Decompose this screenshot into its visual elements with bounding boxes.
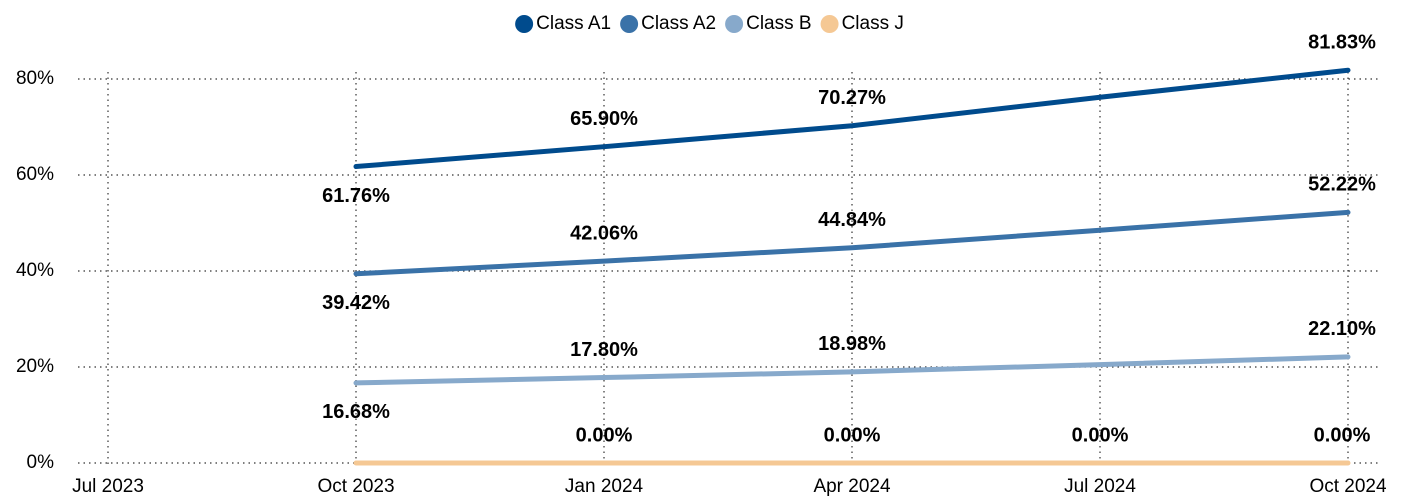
data-label: 0.00% — [1314, 424, 1371, 446]
data-label: 42.06% — [570, 222, 638, 244]
x-tick-label: Jan 2024 — [565, 476, 644, 497]
data-label: 17.80% — [570, 339, 638, 361]
data-label: 65.90% — [570, 108, 638, 130]
y-tick-label: 80% — [16, 68, 54, 89]
series-line — [353, 67, 1351, 170]
data-label: 16.68% — [322, 401, 390, 423]
y-tick-label: 20% — [16, 356, 54, 377]
data-label: 0.00% — [1072, 424, 1129, 446]
x-tick-label: Oct 2024 — [1309, 476, 1387, 497]
data-label: 0.00% — [576, 424, 633, 446]
y-tick-label: 60% — [16, 164, 54, 185]
x-tick-label: Jul 2024 — [1064, 476, 1136, 497]
y-tick-label: 40% — [16, 260, 54, 281]
legend-marker — [515, 15, 534, 33]
data-label: 18.98% — [818, 333, 886, 355]
legend-marker — [820, 15, 839, 33]
data-label: 61.76% — [322, 185, 390, 207]
data-label: 70.27% — [818, 87, 886, 109]
legend-label: Class A2 — [641, 13, 716, 34]
legend-label: Class B — [746, 13, 811, 34]
data-label: 39.42% — [322, 292, 390, 314]
x-tick-label: Oct 2023 — [317, 476, 394, 497]
x-tick-label: Jul 2023 — [72, 476, 144, 497]
legend-marker — [725, 15, 744, 33]
data-label: 81.83% — [1308, 31, 1376, 53]
data-label: 0.00% — [824, 424, 881, 446]
data-label: 22.10% — [1308, 318, 1376, 340]
legend-marker — [620, 15, 639, 33]
y-tick-label: 0% — [27, 452, 55, 473]
x-tick-label: Apr 2024 — [813, 476, 891, 497]
legend-label: Class A1 — [536, 13, 611, 34]
data-label: 52.22% — [1308, 174, 1376, 196]
series-line — [353, 354, 1351, 386]
data-label: 44.84% — [818, 209, 886, 231]
series-line — [353, 209, 1351, 277]
legend-label: Class J — [842, 13, 904, 34]
